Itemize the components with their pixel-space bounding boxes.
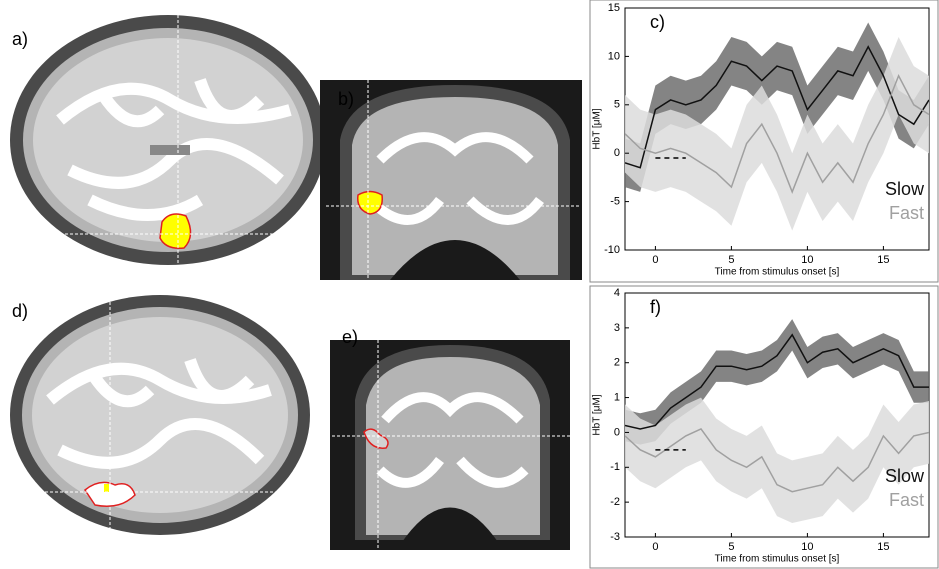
y-tick-label: -3 — [610, 531, 620, 543]
x-tick-label: 0 — [652, 254, 658, 266]
series-line — [625, 428, 929, 493]
y-tick-label: -2 — [610, 496, 620, 508]
x-tick-label: 0 — [652, 541, 658, 553]
y-tick-label: -1 — [610, 461, 620, 473]
x-tick-label: 15 — [877, 541, 889, 553]
y-tick-label: -10 — [604, 244, 620, 256]
y-axis-label: HbT [μM] — [592, 394, 603, 435]
legend-label: Fast — [889, 490, 924, 510]
y-tick-label: 2 — [614, 357, 620, 369]
brain-coronal-b — [320, 55, 582, 280]
y-tick-label: 15 — [608, 2, 620, 14]
y-tick-label: 0 — [614, 147, 620, 159]
series-line — [625, 45, 929, 169]
plot — [625, 22, 929, 231]
confidence-band — [625, 319, 929, 445]
y-tick-label: 1 — [614, 391, 620, 403]
brain-coronal-e — [330, 320, 575, 550]
y-axis-label: HbT [μM] — [592, 108, 603, 149]
x-axis-label: Time from stimulus onset [s] — [715, 267, 840, 278]
x-tick-label: 15 — [877, 254, 889, 266]
y-tick-label: 0 — [614, 426, 620, 438]
series-line — [625, 73, 929, 194]
brain-axial-a — [10, 15, 326, 276]
panel-label: e) — [342, 327, 358, 347]
x-tick-label: 10 — [801, 541, 813, 553]
y-tick-label: 3 — [614, 322, 620, 334]
y-tick-label: -5 — [610, 196, 620, 208]
y-tick-label: 10 — [608, 50, 620, 62]
x-tick-label: 5 — [728, 254, 734, 266]
legend-label: Slow — [885, 466, 925, 486]
panel-label: a) — [12, 29, 28, 49]
x-axis-label: Time from stimulus onset [s] — [715, 554, 840, 565]
legend-label: Fast — [889, 203, 924, 223]
series-line — [625, 333, 929, 430]
y-tick-label: 5 — [614, 99, 620, 111]
legend-label: Slow — [885, 179, 925, 199]
plot — [625, 319, 929, 524]
y-tick-label: 4 — [614, 287, 620, 299]
confidence-band — [625, 22, 929, 192]
panel-label: d) — [12, 301, 28, 321]
x-tick-label: 5 — [728, 541, 734, 553]
panel-label: b) — [338, 89, 354, 109]
brain-axial-d — [10, 292, 310, 548]
panel-label: f) — [650, 297, 661, 317]
panel-label: c) — [650, 12, 665, 32]
x-tick-label: 10 — [801, 254, 813, 266]
